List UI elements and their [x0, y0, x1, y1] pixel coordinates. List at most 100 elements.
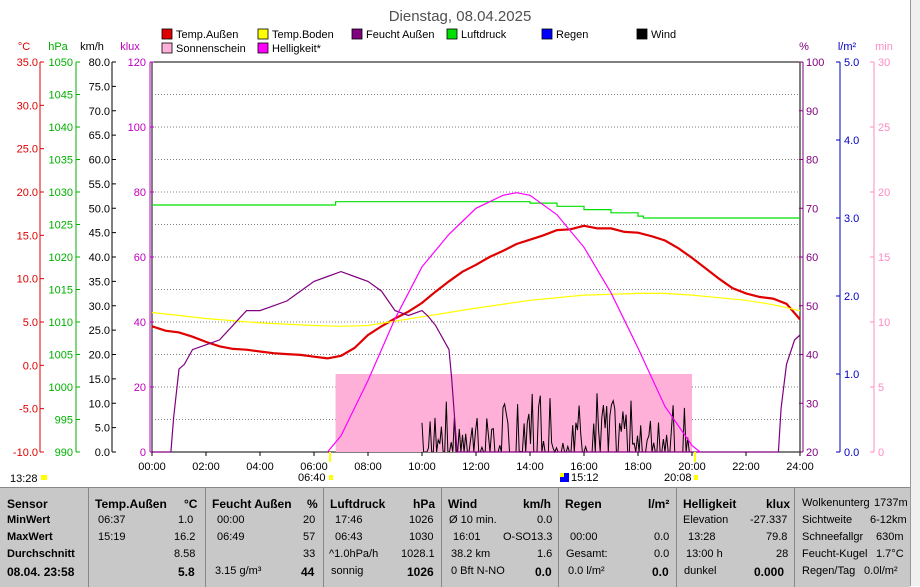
sunrise-time: 06:40 [298, 472, 326, 484]
rain-max-time: 00:00 [570, 531, 598, 543]
wind-column: Wind km/h Ø 10 min. 0.0 16:01 O-SO 13.3 … [441, 488, 559, 587]
kmh-axis-tick-label: 45.0 [89, 228, 110, 240]
temp-axis-tick-label: -5.0 [19, 404, 38, 416]
min-axis-tick-label: 5 [878, 382, 884, 394]
sensor-column: Sensor MinWert MaxWert Durchschnitt 08.0… [0, 488, 89, 587]
cloud-base-value: 1737m [874, 497, 908, 509]
legend-swatch [446, 28, 458, 40]
sunshine-duration: 13:00 h [686, 548, 723, 560]
axes: 35.0 30.0 25.0 20.0 15.0 10.0 5.0 0.0 -5.0 -10.0 1… [13, 57, 890, 459]
temp-max-time: 15:19 [98, 531, 126, 543]
moonrise-time: 13:28 [10, 473, 38, 485]
kmh-axis-tick-label: 5.0 [95, 423, 110, 435]
temp-axis-tick-label: 20.0 [17, 187, 38, 199]
legend-swatch [257, 28, 269, 40]
wind-avg-value: 0.0 [537, 514, 553, 526]
snowline-label: Schneefallgr [802, 531, 864, 543]
humidity-min-time: 00:00 [217, 514, 245, 526]
hpa-axis-tick-label: 1045 [49, 90, 73, 102]
rain-unit: l/m² [648, 497, 670, 511]
rain-axis-tick-label: 3.0 [844, 213, 859, 225]
chart-title: Dienstag, 08.04.2025 [389, 8, 532, 25]
sensor-max-label: MaxWert [7, 531, 53, 543]
temp-axis-tick-label: 25.0 [17, 144, 38, 156]
pct-axis-tick-label: 80 [806, 155, 818, 167]
humidity-max-time: 06:49 [217, 531, 245, 543]
pct-axis-tick-label: 90 [806, 106, 818, 118]
brightness-max-value: 79.8 [766, 531, 788, 543]
rain-axis-tick-label: 0.0 [844, 447, 859, 459]
humidity-title: Feucht Außen [212, 497, 292, 511]
kmh-axis-tick-label: 15.0 [89, 374, 110, 386]
brightness-unit: klux [766, 497, 791, 511]
rain-max-value: 0.0 [654, 531, 670, 543]
temp-axis-tick-label: 0.0 [23, 360, 38, 372]
wetbulb-label: Feucht-Kugel [802, 548, 868, 560]
min-axis-tick-label: 10 [878, 317, 890, 329]
extra-column: Wolkenunterg 1737m Sichtweite 6-12km Sch… [794, 488, 910, 587]
legend-swatch [257, 42, 269, 54]
min-axis-tick-label: 15 [878, 252, 890, 264]
rain-per-day-label: Regen/Tag [802, 565, 856, 577]
legend-swatch [541, 28, 553, 40]
pressure-forecast: sonnig [331, 565, 364, 577]
series-temp-bodenline [151, 292, 801, 327]
hpa-axis-tick-label: 1025 [49, 220, 73, 232]
wind-mean-value: 1.6 [537, 548, 553, 560]
wind-avg-label: Ø 10 min. [449, 514, 497, 526]
wind-beaufort: 0 Bft N-NO [451, 565, 505, 577]
pct-axis-tick-label: 50 [806, 301, 818, 313]
x-tick-label: 12:00 [462, 461, 490, 473]
humidity-avg-value: 33 [303, 548, 316, 560]
hpa-axis-tick-label: 1030 [49, 187, 73, 199]
wind-current: 0.0 [535, 565, 552, 579]
temp-min-time: 06:37 [98, 514, 126, 526]
sunset-icon [694, 475, 698, 480]
noon-icon-sun [560, 473, 564, 477]
min-axis-tick-label: 30 [878, 57, 890, 69]
rain-current: 0.0 [652, 565, 669, 579]
min-axis-tick-label: 20 [878, 187, 890, 199]
klux-axis-tick-label: 80 [134, 187, 146, 199]
kmh-axis-tick-label: 10.0 [89, 398, 110, 410]
kmh-axis-tick-label: 55.0 [89, 179, 110, 191]
pressure-unit: hPa [413, 497, 436, 511]
x-tick-label: 18:00 [624, 461, 652, 473]
hpa-axis-tick-label: 1010 [49, 317, 73, 329]
legend-label: Sonnenschein [176, 43, 246, 55]
humidity-unit: % [307, 497, 318, 511]
temp-title: Temp.Außen [95, 497, 167, 511]
rain-axis-tick-label: 4.0 [844, 135, 859, 147]
legend-label: Wind [651, 29, 676, 41]
noon-time: 15:12 [571, 472, 599, 484]
x-tick-label: 22:00 [732, 461, 760, 473]
klux-axis-tick-label: 20 [134, 382, 146, 394]
kmh-axis-tick-label: 70.0 [89, 106, 110, 118]
wind-max-time: 16:01 [453, 531, 481, 543]
temp-current: 5.8 [178, 565, 195, 579]
temp-axis-tick-label: -10.0 [13, 447, 38, 459]
series-temp-au-enline [151, 224, 801, 360]
noon-icon [560, 473, 569, 482]
sun-elevation-value: -27.337 [750, 514, 788, 526]
hpa-axis-unit: hPa [48, 41, 68, 53]
plot-series [151, 192, 801, 454]
kmh-axis-tick-label: 60.0 [89, 155, 110, 167]
hpa-axis-tick-label: 1020 [49, 252, 73, 264]
x-tick-label: 04:00 [246, 461, 274, 473]
x-tick-label: 00:00 [138, 461, 166, 473]
axis-headers: °C hPa km/h klux % l/m² min [18, 41, 893, 53]
pressure-max-value: 1030 [409, 531, 434, 543]
rain-total-value: 0.0 [654, 548, 670, 560]
pressure-title: Luftdruck [330, 497, 386, 511]
brightness-current: 0.000 [754, 565, 785, 579]
pct-axis-tick-label: 100 [806, 57, 824, 69]
kmh-axis-tick-label: 35.0 [89, 276, 110, 288]
hpa-axis-tick-label: 995 [55, 415, 73, 427]
hpa-axis-tick-label: 1000 [49, 382, 73, 394]
brightness-title: Helligkeit [683, 497, 737, 511]
series-helligkeit-line [327, 192, 701, 453]
hpa-axis-tick-label: 990 [55, 447, 73, 459]
humidity-max-value: 57 [303, 531, 316, 543]
x-tick-label: 02:00 [192, 461, 220, 473]
